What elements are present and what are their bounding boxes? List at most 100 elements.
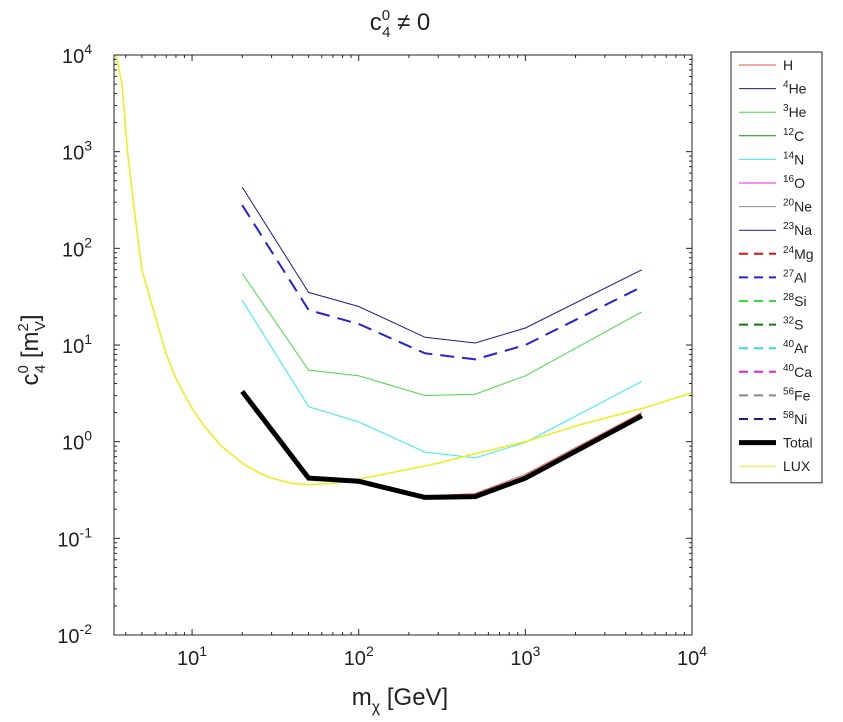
legend-label-sup: 32: [783, 316, 795, 327]
y-tick-exp: -2: [80, 621, 93, 637]
ylabel-end: ]: [17, 314, 44, 321]
series-line-4he: [241, 186, 643, 344]
legend-label: 12C: [783, 127, 804, 144]
legend-label-sup: 4: [783, 80, 789, 91]
legend-label: H: [783, 57, 793, 73]
xlabel-sub: χ: [372, 699, 381, 716]
legend-label-sup: 3: [783, 103, 789, 114]
legend-label-sup: 23: [783, 221, 795, 232]
x-tick-base: 10: [344, 648, 366, 670]
y-tick-label: 101: [62, 331, 92, 358]
ylabel-mid: [m: [17, 332, 44, 365]
ylabel-msup: 2: [15, 323, 32, 331]
legend-label-sup: 40: [783, 339, 795, 350]
legend-label-text: Ne: [794, 199, 812, 215]
y-tick-exp: 3: [84, 138, 92, 154]
legend-label: 40Ca: [783, 363, 812, 380]
y-tick-exp: -1: [80, 524, 93, 540]
legend-label-text: Ar: [794, 340, 808, 356]
legend-label-sup: 16: [783, 174, 795, 185]
legend-label: 4He: [783, 80, 807, 97]
legend-label: 27Al: [783, 268, 807, 285]
x-tick-label: 103: [510, 643, 540, 670]
legend-label-sup: 24: [783, 245, 795, 256]
y-tick-base: 10: [62, 239, 84, 261]
y-tick-label: 103: [62, 138, 92, 165]
series-line-3he: [241, 273, 643, 397]
legend-label: 23Na: [783, 221, 812, 238]
y-tick-label: 102: [62, 234, 92, 261]
x-tick-exp: 1: [199, 643, 207, 659]
ylabel-base: c: [17, 374, 44, 386]
legend-label: 20Ne: [783, 198, 812, 215]
legend-label: Total: [783, 435, 813, 451]
plot-series: [115, 55, 692, 500]
y-tick-base: 10: [62, 46, 84, 68]
y-axis-label: c04 [m2V]: [15, 314, 49, 385]
legend-label-sup: 27: [783, 268, 795, 279]
xlabel-rest: [GeV]: [380, 684, 448, 711]
x-tick-exp: 2: [366, 643, 374, 659]
legend-label-text: O: [794, 175, 805, 191]
y-tick-base: 10: [62, 336, 84, 358]
ylabel-sup: 0: [15, 365, 32, 373]
legend-label-sup: 56: [783, 386, 795, 397]
y-tick-base: 10: [57, 529, 79, 551]
y-tick-label: 10-2: [57, 621, 92, 648]
x-tick-base: 10: [177, 648, 199, 670]
ylabel-sub: 4: [32, 365, 49, 373]
y-tick-exp: 1: [84, 331, 92, 347]
chart-title: c0 4 ≠ 0: [370, 7, 431, 41]
legend-label-text: He: [789, 104, 807, 120]
legend-label-sup: 12: [783, 127, 795, 138]
legend-label-text: Si: [794, 293, 806, 309]
legend-label: 58Ni: [783, 410, 807, 427]
legend-label-text: LUX: [783, 458, 811, 474]
series-line-27al: [241, 204, 643, 361]
x-tick-exp: 3: [533, 643, 541, 659]
x-tick-base: 10: [677, 648, 699, 670]
legend-label: LUX: [783, 458, 811, 474]
legend-label: 32S: [783, 316, 803, 333]
legend-label-sup: 58: [783, 410, 795, 421]
legend-label-text: Total: [783, 435, 813, 451]
legend-label-sup: 14: [783, 150, 795, 161]
y-tick-base: 10: [62, 433, 84, 455]
plot-frame: [113, 54, 693, 636]
legend-label: 14N: [783, 150, 804, 167]
y-tick-label: 100: [62, 428, 92, 455]
legend-label-text: N: [794, 151, 804, 167]
xlabel-base: m: [352, 684, 372, 711]
legend-label-text: Ni: [794, 411, 807, 427]
series-group: [115, 55, 692, 500]
title-sub: 4: [382, 24, 390, 41]
title-rest: ≠ 0: [390, 9, 430, 36]
legend-label-text: Al: [794, 269, 806, 285]
legend-label: 40Ar: [783, 339, 808, 356]
legend-label-text: S: [794, 317, 803, 333]
y-tick-base: 10: [62, 143, 84, 165]
legend-label-text: Ca: [794, 364, 812, 380]
y-tick-exp: 2: [84, 234, 92, 250]
legend-label-text: H: [783, 57, 793, 73]
legend-label-text: He: [789, 81, 807, 97]
legend-label: 28Si: [783, 292, 807, 309]
y-tick-label: 104: [62, 41, 92, 68]
legend-label: 24Mg: [783, 245, 814, 262]
x-tick-label: 101: [177, 643, 207, 670]
legend-label-text: Fe: [794, 387, 811, 403]
x-tick-base: 10: [510, 648, 532, 670]
y-tick-exp: 4: [84, 41, 92, 57]
y-tick-label: 10-1: [57, 524, 92, 551]
legend-label-text: Mg: [794, 246, 813, 262]
y-tick-base: 10: [57, 626, 79, 648]
legend-label: 56Fe: [783, 386, 811, 403]
legend-label-sup: 28: [783, 292, 795, 303]
series-line-total: [240, 389, 643, 500]
y-tick-exp: 0: [84, 428, 92, 444]
legend-label-text: Na: [794, 222, 812, 238]
title-sup: 0: [382, 7, 390, 24]
legend-label-sup: 20: [783, 198, 795, 209]
